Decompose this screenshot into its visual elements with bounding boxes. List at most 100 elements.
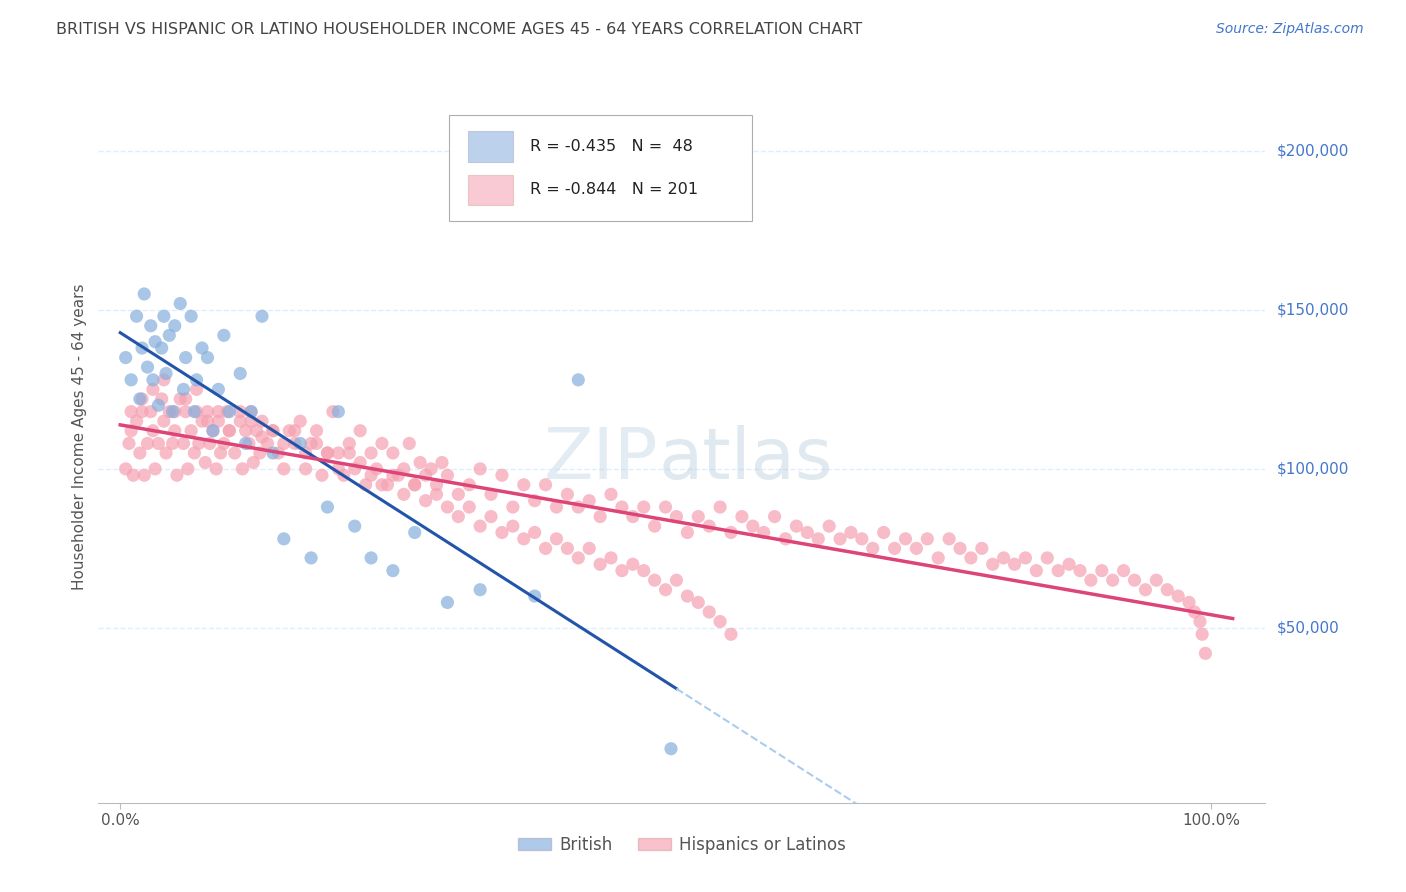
Point	[316, 500, 339, 514]
Point	[128, 446, 150, 460]
Point	[201, 424, 224, 438]
Point	[398, 436, 420, 450]
Point	[1167, 589, 1189, 603]
Point	[502, 500, 524, 514]
Point	[415, 468, 437, 483]
Point	[468, 519, 491, 533]
Point	[242, 456, 264, 470]
Point	[187, 436, 209, 450]
Point	[240, 414, 263, 428]
Point	[425, 487, 447, 501]
Point	[337, 436, 360, 450]
Point	[157, 328, 180, 343]
Point	[1135, 582, 1157, 597]
Point	[173, 436, 195, 450]
Point	[557, 487, 579, 501]
Point	[851, 532, 873, 546]
Point	[502, 519, 524, 533]
Point	[197, 414, 219, 428]
Point	[284, 424, 307, 438]
Point	[205, 462, 228, 476]
Point	[125, 414, 148, 428]
Point	[311, 468, 333, 483]
Point	[153, 373, 176, 387]
Point	[381, 468, 404, 483]
Point	[153, 414, 176, 428]
Point	[938, 532, 960, 546]
Point	[546, 500, 568, 514]
Point	[224, 446, 246, 460]
Point	[174, 351, 197, 365]
Point	[128, 392, 150, 406]
Point	[143, 334, 166, 349]
Point	[381, 446, 404, 460]
Point	[207, 404, 229, 418]
Point	[229, 414, 252, 428]
Point	[1014, 550, 1036, 565]
Point	[136, 360, 159, 375]
Point	[150, 341, 173, 355]
Point	[949, 541, 972, 556]
Point	[354, 477, 377, 491]
Point	[436, 500, 458, 514]
Point	[299, 550, 322, 565]
Point	[1025, 564, 1047, 578]
Point	[186, 404, 208, 418]
Point	[169, 392, 191, 406]
Point	[131, 404, 153, 418]
Point	[970, 541, 993, 556]
Point	[235, 436, 257, 450]
Point	[163, 424, 186, 438]
Point	[148, 398, 170, 412]
Point	[290, 436, 312, 450]
Point	[534, 477, 557, 491]
Point	[183, 404, 205, 418]
Point	[337, 446, 360, 460]
Point	[305, 436, 328, 450]
Point	[229, 367, 252, 381]
Point	[131, 392, 153, 406]
Legend: British, Hispanics or Latinos: British, Hispanics or Latinos	[510, 829, 853, 860]
Point	[153, 310, 176, 324]
Point	[523, 525, 546, 540]
Point	[523, 493, 546, 508]
Point	[343, 462, 366, 476]
Text: $100,000: $100,000	[1277, 461, 1348, 476]
Point	[458, 500, 481, 514]
Point	[207, 414, 229, 428]
Point	[807, 532, 830, 546]
Point	[249, 446, 271, 460]
Point	[114, 462, 136, 476]
Point	[513, 532, 536, 546]
Point	[862, 541, 884, 556]
Point	[697, 519, 720, 533]
Point	[479, 509, 502, 524]
Point	[360, 468, 382, 483]
Point	[567, 500, 589, 514]
Point	[267, 446, 290, 460]
Point	[212, 328, 235, 343]
Point	[294, 462, 316, 476]
Point	[316, 446, 339, 460]
Point	[1091, 564, 1114, 578]
Point	[186, 383, 208, 397]
Point	[131, 341, 153, 355]
Point	[201, 424, 224, 438]
Point	[709, 500, 731, 514]
Point	[198, 436, 221, 450]
Point	[299, 436, 322, 450]
Point	[404, 477, 426, 491]
Point	[148, 436, 170, 450]
Bar	[468, 131, 513, 162]
Text: atlas: atlas	[658, 425, 832, 493]
Point	[256, 436, 278, 450]
Point	[218, 424, 240, 438]
Point	[665, 573, 688, 587]
Point	[197, 351, 219, 365]
Point	[654, 500, 676, 514]
Point	[250, 430, 273, 444]
Point	[1191, 627, 1213, 641]
Point	[316, 446, 339, 460]
Point	[589, 558, 612, 572]
Point	[155, 446, 177, 460]
